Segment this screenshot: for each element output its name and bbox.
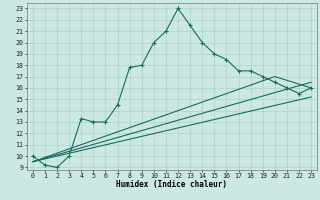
- X-axis label: Humidex (Indice chaleur): Humidex (Indice chaleur): [116, 180, 228, 189]
